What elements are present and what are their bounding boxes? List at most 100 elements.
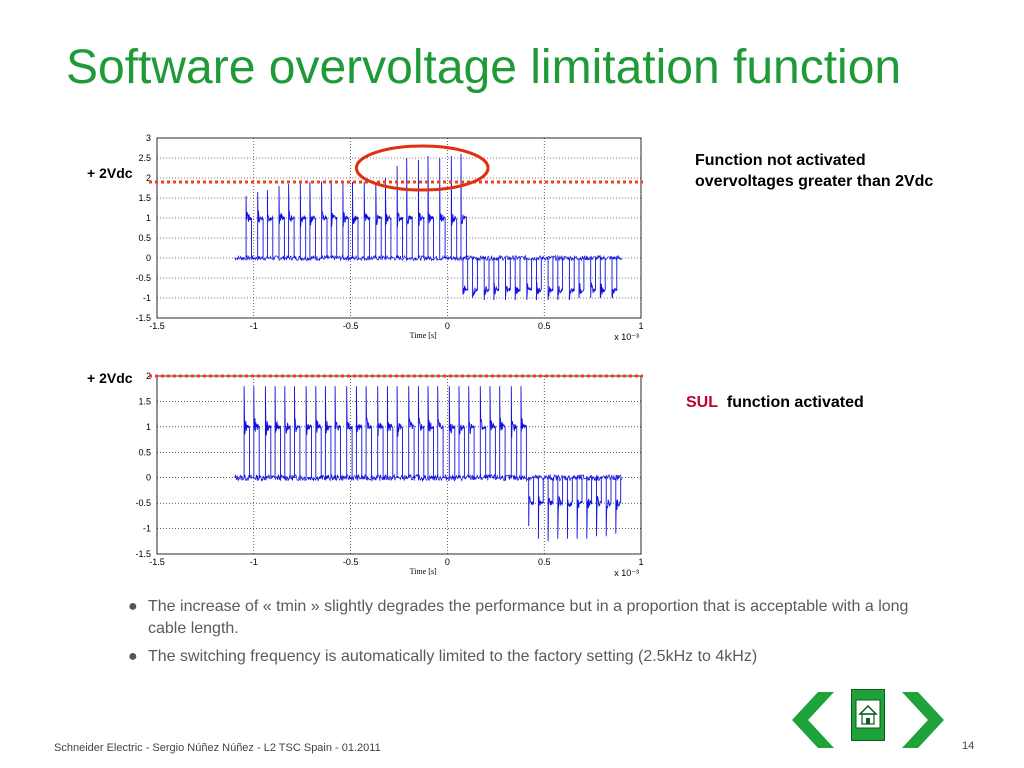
signal-pulse-positive (299, 182, 307, 258)
signal-pulse-positive (266, 189, 274, 258)
bottom-chart-note: SUL function activated (686, 392, 864, 413)
signal-pulse-positive (417, 159, 425, 258)
signal-pulse-positive (499, 386, 506, 478)
y-tick-label: 2 (146, 371, 151, 381)
signal-baseline (234, 254, 622, 262)
y-tick-label: -1 (143, 293, 151, 303)
signal-pulse-positive (245, 195, 252, 258)
signal-pulse-negative (566, 477, 573, 539)
signal-pulse-positive (460, 153, 467, 258)
x-tick-label: -1 (250, 557, 258, 567)
function-activated-label: function activated (726, 394, 864, 411)
x-tick-label: 0 (445, 321, 450, 331)
y-tick-label: -1.5 (135, 313, 151, 323)
signal-pulse-positive (448, 386, 456, 478)
y-tick-label: 0.5 (138, 447, 151, 457)
signal-pulse-positive (427, 155, 434, 258)
y-tick-label: 2 (146, 173, 151, 183)
signal-pulse-positive (417, 386, 425, 478)
signal-pulse-positive (363, 181, 371, 258)
signal-pulse-positive (479, 386, 487, 478)
signal-pulse-negative (576, 477, 583, 539)
signal-pulse-positive (468, 386, 475, 478)
signal-pulse-negative (483, 258, 490, 301)
signal-pulse-positive (288, 183, 295, 258)
signal-pulse-positive (257, 191, 264, 258)
signal-pulse-negative (615, 477, 622, 534)
signal-pulse-positive (321, 181, 328, 258)
threshold-label-bottom: + 2Vdc (87, 370, 133, 386)
signal-pulse-negative (526, 258, 533, 301)
x-tick-label: -1 (250, 321, 258, 331)
sul-label: SUL (686, 394, 718, 411)
signal-pulse-positive (384, 177, 392, 258)
chart-function-activated: -1.5 -1 -0.5 0 0.5 1 1.5 2 -1.5 -1 -0.5 0 0.5 1 Time [… (100, 368, 660, 578)
signal-pulse-positive (264, 386, 272, 478)
bullet-text-2: The switching frequency is automatically… (148, 648, 758, 665)
y-tick-label: 0 (146, 253, 151, 263)
x-tick-label: 1 (638, 557, 643, 567)
x-tick-label: 1 (638, 321, 643, 331)
chart-function-not-activated: -1.5 -1 -0.5 0 0.5 1 1.5 2 2.5 3 -1.5 -1 -0.5 0 0.5 1 Ti… (100, 130, 660, 350)
signal-pulse-positive (346, 386, 353, 478)
signal-pulse-positive (284, 386, 291, 478)
signal-pulse-negative (590, 258, 596, 299)
signal-pulse-positive (406, 157, 413, 258)
signal-pulse-negative (536, 258, 542, 301)
top-chart-note: Function not activated overvoltages grea… (695, 150, 933, 192)
plot-frame (156, 137, 642, 319)
x-tick-label: -0.5 (343, 321, 359, 331)
signal-pulse-negative (578, 258, 585, 299)
signal-pulse-positive (274, 386, 281, 478)
signal-pulse-positive (396, 386, 403, 478)
x-tick-label: 0 (445, 557, 450, 567)
chevron-left-icon[interactable] (788, 688, 838, 752)
signal-pulse-positive (253, 386, 260, 478)
x-tick-label: -1.5 (149, 321, 165, 331)
y-tick-label: -0.5 (135, 273, 151, 283)
signal-pulse-negative (611, 258, 618, 299)
highlight-ellipse (354, 144, 490, 192)
signal-pulse-positive (243, 386, 250, 478)
signal-pulse-positive (342, 181, 349, 258)
y-tick-label: 1 (146, 213, 151, 223)
signal-pulse-positive (330, 179, 338, 258)
signal-pulse-positive (355, 386, 363, 478)
signal-pulse-negative (514, 258, 521, 301)
bullet-text-1: The increase of « tmin » slightly degrad… (148, 598, 909, 637)
home-button[interactable] (851, 689, 885, 741)
y-tick-label: 0.5 (138, 233, 151, 243)
signal-pulse-positive (520, 386, 527, 478)
signal-pulse-positive (305, 386, 312, 478)
signal-pulse-negative (547, 258, 554, 301)
signal-pulse-positive (375, 181, 382, 258)
signal-pulse-negative (493, 258, 500, 301)
signal-pulse-positive (315, 386, 322, 478)
signal-pulse-positive (396, 165, 403, 258)
bullet-dot-icon: ● (128, 598, 138, 615)
chevron-right-icon[interactable] (898, 688, 948, 752)
signal-pulse-positive (437, 386, 444, 478)
y-tick-label: 1 (146, 422, 151, 432)
signal-pulse-positive (294, 386, 301, 478)
y-tick-label: 1.5 (138, 396, 151, 406)
signal-pulse-positive (458, 386, 465, 478)
y-tick-label: 0 (146, 473, 151, 483)
x-tick-label: 0.5 (538, 557, 551, 567)
signal-pulse-positive (510, 386, 518, 478)
signal-pulse-positive (365, 386, 372, 478)
signal-pulse-positive (439, 157, 446, 258)
signal-pulse-positive (489, 386, 496, 478)
bullet-dot-icon: ● (128, 648, 138, 665)
signal-pulse-negative (462, 258, 469, 295)
y-tick-label: 2.5 (138, 153, 151, 163)
x-axis-label: Time [s] (410, 331, 437, 340)
signal-pulse-negative (605, 477, 612, 537)
home-icon (855, 699, 881, 729)
top-chart-note-line2: overvoltages greater than 2Vdc (695, 173, 934, 190)
x-tick-label: -0.5 (343, 557, 359, 567)
signal-pulse-positive (334, 386, 341, 478)
bullet-item: ● The increase of « tmin » slightly degr… (128, 596, 928, 640)
signal-pulse-negative (547, 477, 554, 542)
y-tick-label: 1.5 (138, 193, 151, 203)
